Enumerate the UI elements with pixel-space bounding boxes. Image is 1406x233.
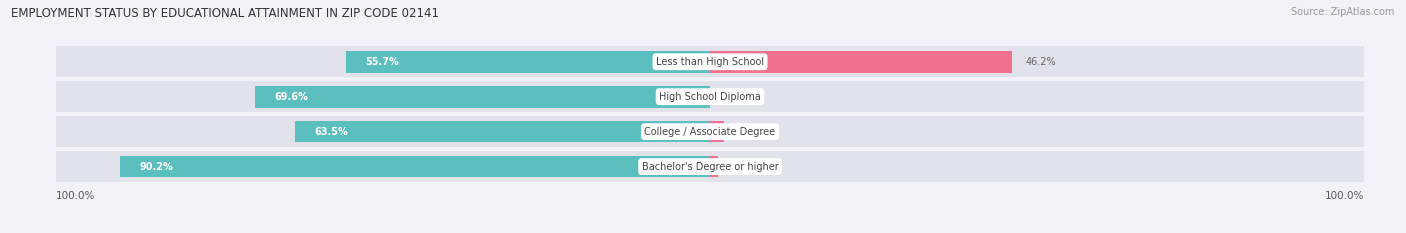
Bar xyxy=(710,151,1364,182)
Bar xyxy=(710,51,1012,73)
Text: 63.5%: 63.5% xyxy=(315,127,349,137)
Bar xyxy=(710,121,724,142)
Text: 46.2%: 46.2% xyxy=(1025,57,1056,67)
Bar xyxy=(254,86,710,108)
Bar xyxy=(346,51,710,73)
Text: College / Associate Degree: College / Associate Degree xyxy=(644,127,776,137)
Text: 90.2%: 90.2% xyxy=(141,162,174,171)
Bar xyxy=(710,116,1364,147)
Bar xyxy=(710,81,1364,113)
Bar xyxy=(710,46,1364,78)
Text: 2.2%: 2.2% xyxy=(738,127,762,137)
Bar xyxy=(56,116,710,147)
Text: Source: ZipAtlas.com: Source: ZipAtlas.com xyxy=(1291,7,1395,17)
Bar xyxy=(121,156,710,178)
Bar xyxy=(295,121,710,142)
Text: Less than High School: Less than High School xyxy=(657,57,763,67)
Bar xyxy=(710,156,718,178)
Text: Bachelor's Degree or higher: Bachelor's Degree or higher xyxy=(641,162,779,171)
Text: 100.0%: 100.0% xyxy=(1324,191,1364,201)
Text: 1.2%: 1.2% xyxy=(731,162,755,171)
Text: 55.7%: 55.7% xyxy=(366,57,399,67)
Text: 0.0%: 0.0% xyxy=(723,92,748,102)
Bar xyxy=(56,46,710,78)
Text: 69.6%: 69.6% xyxy=(274,92,308,102)
Text: 100.0%: 100.0% xyxy=(56,191,96,201)
Bar xyxy=(56,151,710,182)
Bar xyxy=(56,81,710,113)
Text: High School Diploma: High School Diploma xyxy=(659,92,761,102)
Text: EMPLOYMENT STATUS BY EDUCATIONAL ATTAINMENT IN ZIP CODE 02141: EMPLOYMENT STATUS BY EDUCATIONAL ATTAINM… xyxy=(11,7,439,20)
